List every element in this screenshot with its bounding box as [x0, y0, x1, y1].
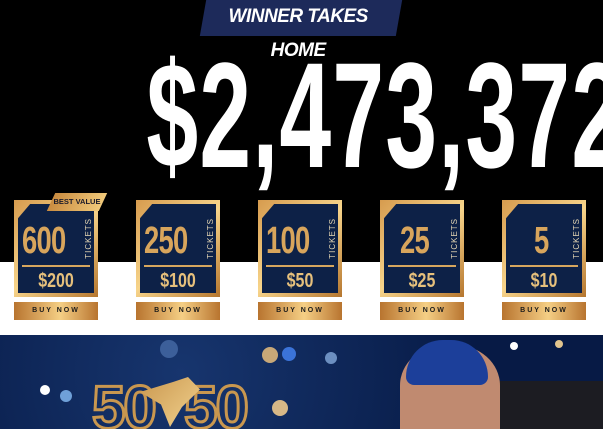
buy-now-button[interactable]: BUY NOW — [258, 302, 342, 320]
tickets-label: TICKETS — [450, 218, 459, 259]
package-tile[interactable]: 5 TICKETS $10 — [502, 200, 586, 297]
package-price: $10 — [530, 270, 558, 292]
package-price: $100 — [160, 270, 196, 292]
best-value-badge: BEST VALUE — [46, 193, 108, 211]
amount-text: $2,473,372 — [146, 31, 603, 199]
tickets-label: TICKETS — [84, 218, 93, 259]
confetti — [272, 400, 288, 416]
package-price: $200 — [38, 270, 74, 292]
ticket-package-25[interactable]: 25 TICKETS $25 BUY NOW — [380, 200, 464, 320]
ticket-quantity: 100 — [266, 220, 310, 262]
buy-now-button[interactable]: BUY NOW — [502, 302, 586, 320]
package-tile[interactable]: 25 TICKETS $25 — [380, 200, 464, 297]
package-tile[interactable]: 600 TICKETS $200 — [14, 200, 98, 297]
buy-now-button[interactable]: BUY NOW — [136, 302, 220, 320]
confetti — [325, 352, 337, 364]
ticket-package-5[interactable]: 5 TICKETS $10 BUY NOW — [502, 200, 586, 320]
jackpot-amount: $2,473,372 — [0, 30, 603, 200]
tickets-label: TICKETS — [572, 218, 581, 259]
ticket-quantity: 5 — [534, 220, 549, 262]
tickets-label: TICKETS — [328, 218, 337, 259]
confetti — [262, 347, 278, 363]
confetti — [510, 342, 518, 350]
divider — [510, 265, 578, 267]
ticket-quantity: 600 — [22, 220, 66, 262]
divider — [266, 265, 334, 267]
confetti — [40, 385, 50, 395]
package-tile[interactable]: 100 TICKETS $50 — [258, 200, 342, 297]
player-helmet — [406, 340, 488, 385]
package-price: $25 — [408, 270, 436, 292]
ticket-package-100[interactable]: 100 TICKETS $50 BUY NOW — [258, 200, 342, 320]
package-price: $50 — [286, 270, 314, 292]
ticket-package-250[interactable]: 250 TICKETS $100 BUY NOW — [136, 200, 220, 320]
buy-now-button[interactable]: BUY NOW — [380, 302, 464, 320]
divider — [22, 265, 90, 267]
ticket-quantity: 250 — [144, 220, 188, 262]
package-tile[interactable]: 250 TICKETS $100 — [136, 200, 220, 297]
promo-banner[interactable]: 50 50 — [0, 335, 603, 429]
ticket-quantity: 25 — [400, 220, 430, 262]
tickets-label: TICKETS — [206, 218, 215, 259]
divider — [388, 265, 456, 267]
divider — [144, 265, 212, 267]
badge-text: BEST VALUE — [53, 197, 101, 206]
confetti — [160, 340, 178, 358]
confetti — [555, 340, 563, 348]
ticket-package-600[interactable]: BEST VALUE 600 TICKETS $200 BUY NOW — [14, 193, 108, 320]
confetti — [60, 390, 72, 402]
buy-now-button[interactable]: BUY NOW — [14, 302, 98, 320]
confetti — [282, 347, 296, 361]
